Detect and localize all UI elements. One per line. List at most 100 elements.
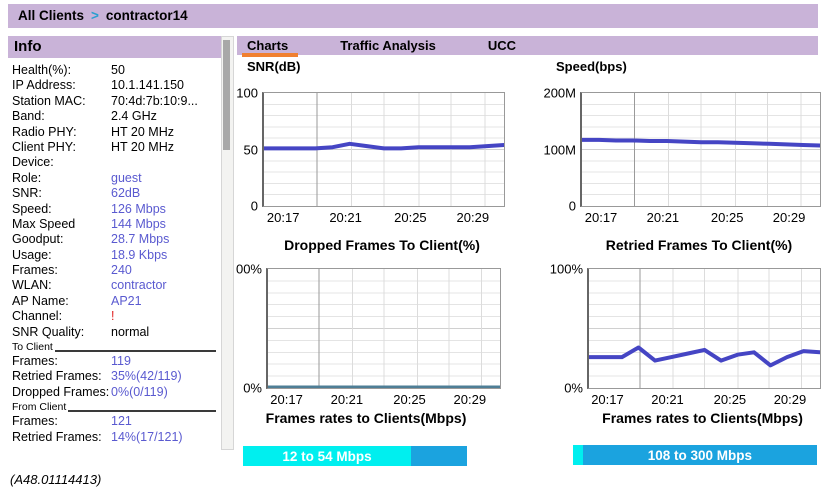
y-axis-label: 100 — [236, 85, 258, 101]
info-row-label: Retried Frames: — [12, 429, 102, 444]
x-axis-label: 20:29 — [772, 210, 806, 225]
tab-charts[interactable]: Charts — [242, 38, 299, 57]
frame-rate-legend-left: 12 to 54 Mbps — [243, 446, 467, 466]
info-row: IP Address: 10.1.141.150 — [12, 78, 220, 93]
info-row: SNR Quality: normal — [12, 325, 220, 340]
breadcrumb-all-clients-link[interactable]: All Clients — [18, 8, 85, 23]
breadcrumb-current-client: contractor14 — [105, 8, 188, 23]
info-row-value[interactable]: 126 Mbps — [111, 201, 166, 216]
info-row-value: ! — [111, 309, 115, 324]
retried-frames-chart: 100% 0% 20:17 20:21 20:25 20:29 — [550, 262, 821, 407]
x-axis-label: 20:17 — [266, 210, 300, 225]
info-row: SNR: 62dB — [12, 186, 220, 201]
section-divider-line — [54, 350, 216, 353]
legend-segment — [573, 445, 583, 465]
y-axis-label: 100M — [543, 142, 576, 157]
info-row: WLAN: contractor — [12, 278, 220, 293]
info-row-label: Dropped Frames: — [12, 384, 110, 399]
dropped-frames-chart: 00% 0% 20:17 20:21 20:25 20:29 — [236, 262, 501, 407]
info-row-label: Frames: — [12, 354, 58, 369]
info-row-label: WLAN: — [12, 278, 52, 293]
info-scrollbar-thumb[interactable] — [223, 40, 230, 150]
info-row: Goodput: 28.7 Mbps — [12, 232, 220, 247]
info-row-label: SNR Quality: — [12, 324, 85, 339]
info-row-label: Radio PHY: — [12, 124, 77, 139]
y-axis-label: 0 — [568, 198, 576, 214]
info-row-value: 2.4 GHz — [111, 109, 157, 124]
x-axis-label: 20:21 — [646, 210, 680, 225]
x-axis-label: 20:29 — [453, 392, 487, 407]
info-row: Frames: 240 — [12, 263, 220, 278]
info-row-label: SNR: — [12, 186, 42, 201]
retried-frames-chart-title: Retried Frames To Client(%) — [605, 237, 793, 253]
x-axis-label: 20:25 — [393, 392, 426, 407]
info-row-value: 70:4d:7b:10:9... — [111, 93, 198, 108]
info-row-value[interactable]: 121 — [111, 414, 132, 429]
info-row: Frames: 119 — [12, 354, 220, 369]
info-row-value[interactable]: 18.9 Kbps — [111, 247, 168, 262]
x-axis-label: 20:21 — [330, 392, 364, 407]
info-row-value: 10.1.141.150 — [111, 78, 184, 93]
breadcrumb-arrow-icon: > — [91, 8, 99, 23]
y-axis-label: 0% — [243, 380, 262, 396]
y-axis-label: 0% — [564, 380, 583, 396]
frame-rates-title-right: Frames rates to Clients(Mbps) — [602, 410, 803, 426]
info-row-value: HT 20 MHz — [111, 124, 174, 139]
x-axis-label: 20:25 — [394, 210, 427, 225]
info-row: Usage: 18.9 Kbps — [12, 248, 220, 263]
tab-ucc[interactable]: UCC — [487, 38, 516, 53]
info-section-divider: To Client — [12, 340, 220, 354]
y-axis-label: 50 — [243, 142, 258, 157]
frame-rates-title-left: Frames rates to Clients(Mbps) — [265, 410, 467, 426]
active-tab-underline — [242, 53, 299, 57]
breadcrumb: All Clients > contractor14 — [8, 4, 818, 28]
info-row-value[interactable]: 28.7 Mbps — [111, 232, 170, 247]
info-row-value[interactable]: AP21 — [111, 293, 142, 308]
info-row: Dropped Frames: 0%(0/119) — [12, 385, 220, 400]
dropped-frames-chart-title: Dropped Frames To Client(%) — [284, 237, 480, 253]
info-row-label: Goodput: — [12, 232, 64, 247]
speed-chart: 200M 100M 0 20:17 20:21 20:25 20:29 — [543, 86, 821, 225]
tab-traffic-analysis[interactable]: Traffic Analysis — [340, 38, 436, 53]
x-axis-label: 20:17 — [584, 210, 618, 225]
info-row-label: Channel: — [12, 309, 63, 324]
x-axis-label: 20:21 — [329, 210, 362, 225]
version-text: (A48.01114413) — [10, 472, 102, 487]
info-row: Frames: 121 — [12, 414, 220, 429]
frame-rate-legend-right: 108 to 300 Mbps — [573, 445, 817, 465]
info-row: Station MAC: 70:4d:7b:10:9... — [12, 94, 220, 109]
info-row-value: HT 20 MHz — [111, 139, 174, 154]
speed-chart-title: Speed(bps) — [556, 59, 627, 74]
info-panel: Info Health(%): 50 IP Address: 10.1.141.150… — [8, 36, 234, 450]
info-row-label: Client PHY: — [12, 139, 76, 154]
y-axis-label: 0 — [250, 198, 258, 214]
info-scrollbar[interactable] — [221, 36, 234, 450]
x-axis-label: 20:21 — [651, 392, 684, 407]
info-row-label: Band: — [12, 109, 45, 124]
info-row-value[interactable]: 35%(42/119) — [111, 369, 182, 384]
y-axis-label: 00% — [235, 261, 262, 277]
legend-segment: 108 to 300 Mbps — [582, 445, 817, 465]
info-row-value — [111, 155, 220, 170]
info-row-value[interactable]: 119 — [111, 354, 131, 369]
info-row-value[interactable]: 144 Mbps — [111, 216, 166, 231]
info-row-value[interactable]: 0%(0/119) — [111, 384, 168, 399]
x-axis-label: 20:29 — [456, 210, 490, 225]
info-row-value[interactable]: guest — [111, 170, 142, 185]
snr-chart-title: SNR(dB) — [247, 59, 301, 74]
info-row: Health(%): 50 — [12, 63, 220, 78]
legend-segment: 12 to 54 Mbps — [243, 446, 411, 466]
info-row: Client PHY: HT 20 MHz — [12, 140, 220, 155]
info-row: Retried Frames: 14%(17/121) — [12, 430, 220, 445]
info-row-label: IP Address: — [12, 78, 76, 93]
info-row: Radio PHY: HT 20 MHz — [12, 125, 220, 140]
y-axis-label: 100% — [549, 261, 583, 277]
info-row-value[interactable]: 62dB — [111, 186, 141, 201]
info-row: Max Speed 144 Mbps — [12, 217, 220, 232]
info-row-value[interactable]: contractor — [111, 278, 167, 293]
info-row: Channel:! — [12, 309, 220, 324]
info-rows: Health(%): 50 IP Address: 10.1.141.150 Stati… — [12, 63, 220, 445]
info-row-value[interactable]: 240 — [111, 263, 132, 278]
info-row-value[interactable]: 14%(17/121) — [111, 429, 183, 444]
